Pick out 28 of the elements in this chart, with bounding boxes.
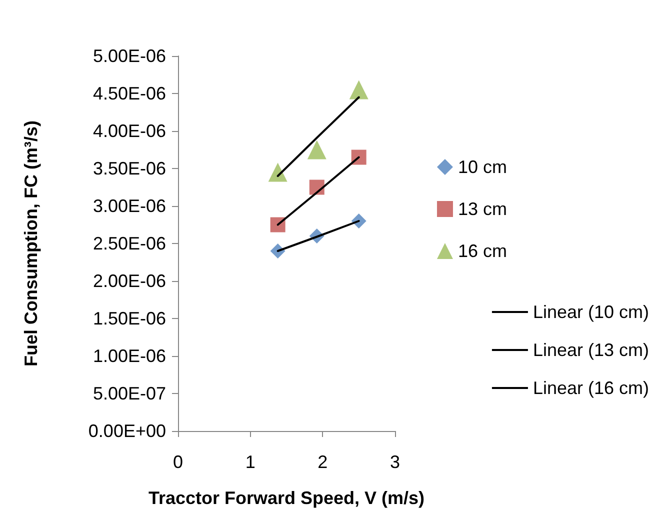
y-tick-label: 5.00E-07	[92, 384, 166, 404]
point	[268, 162, 288, 182]
legend-label: 10 cm	[458, 157, 508, 177]
x-tick-label: 0	[172, 452, 184, 472]
y-tick-label: 1.50E-06	[92, 308, 166, 328]
point	[349, 80, 368, 100]
y-tick-label: 5.00E-06	[92, 46, 166, 66]
x-tick-label: 2	[318, 452, 328, 472]
x-tick-label: 3	[390, 452, 400, 472]
point	[307, 140, 326, 160]
y-tick-label: 0.00E+00	[88, 421, 166, 441]
y-tick-label: 3.50E-06	[92, 158, 166, 178]
y-tick-label: 1.00E-06	[92, 346, 166, 366]
y-tick-label: 3.00E-06	[92, 196, 166, 216]
y-tick-label: 2.50E-06	[92, 234, 166, 254]
x-tick-label: 1	[245, 452, 256, 472]
legend-label: Linear (16 cm)	[532, 378, 650, 398]
y-tick-label: 4.00E-06	[92, 121, 166, 141]
legend-label: 16 cm	[458, 241, 508, 261]
legend-label: Linear (10 cm)	[532, 302, 650, 322]
y-tick-label: 4.50E-06	[92, 84, 166, 104]
legend-label: Linear (13 cm)	[532, 340, 650, 360]
y-tick-label: 2.00E-06	[92, 271, 166, 291]
point	[270, 217, 286, 232]
legend-label: 13 cm	[458, 199, 508, 219]
point	[351, 150, 366, 165]
y-axis-title: Fuel Consumption, FC (m³/s)	[21, 120, 41, 366]
x-axis-title: Tracctor Forward Speed, V (m/s)	[148, 488, 425, 508]
